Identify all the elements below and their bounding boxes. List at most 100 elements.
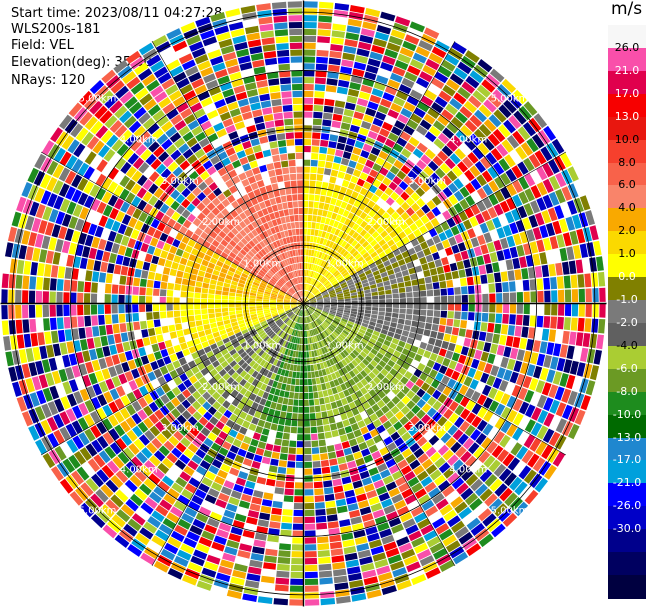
range-gate [125, 166, 137, 178]
range-gate [308, 308, 314, 313]
range-gate [294, 496, 304, 503]
range-gate [355, 364, 363, 373]
range-gate [286, 258, 291, 265]
range-gate [170, 464, 183, 476]
range-gate [338, 463, 348, 471]
range-gate [53, 414, 65, 429]
range-gate [73, 391, 84, 404]
range-gate [434, 457, 446, 469]
range-gate [230, 389, 239, 398]
range-gate [28, 304, 36, 318]
range-gate [179, 83, 193, 95]
range-gate [243, 209, 252, 217]
range-gate [578, 303, 585, 317]
range-gate [218, 431, 228, 440]
range-gate [376, 485, 388, 496]
range-gate [46, 344, 55, 358]
range-gate [430, 77, 445, 90]
range-gate [268, 281, 275, 287]
range-gate [372, 222, 381, 231]
range-gate [307, 316, 311, 323]
range-gate [289, 288, 295, 294]
range-gate [393, 363, 401, 372]
range-gate [53, 195, 64, 210]
range-gate [489, 293, 496, 303]
range-gate [448, 182, 459, 194]
range-gate [181, 488, 194, 500]
range-gate [411, 394, 421, 404]
range-gate [175, 442, 187, 453]
range-gate [255, 276, 262, 282]
range-gate [243, 331, 250, 338]
range-gate [518, 105, 532, 121]
range-gate [345, 276, 352, 282]
range-gate [299, 392, 304, 400]
range-gate [238, 323, 246, 328]
range-gate [373, 419, 382, 428]
range-gate [291, 314, 296, 321]
range-gate [278, 375, 284, 383]
range-gate [508, 115, 522, 129]
range-gate [435, 523, 450, 535]
range-gate [343, 108, 354, 117]
range-gate [256, 308, 263, 311]
range-gate [324, 320, 330, 326]
range-gate [194, 421, 204, 432]
range-gate [248, 349, 255, 357]
range-gate [465, 455, 477, 468]
range-gate [292, 307, 298, 312]
range-gate [417, 347, 425, 356]
range-gate [16, 196, 27, 212]
range-gate [231, 137, 241, 147]
range-gate [59, 342, 68, 355]
range-gate [486, 375, 496, 387]
range-gate [318, 284, 324, 290]
range-gate [299, 386, 304, 393]
range-gate [276, 304, 283, 307]
range-gate [424, 322, 432, 330]
range-gate [397, 318, 405, 325]
range-gate [178, 242, 187, 251]
range-gate [147, 541, 163, 554]
range-gate [269, 243, 276, 250]
range-gate [249, 393, 257, 401]
range-gate [272, 380, 278, 388]
range-gate [299, 310, 302, 316]
range-gate [380, 61, 394, 72]
range-gate [308, 263, 312, 270]
range-gate [291, 558, 304, 565]
range-gate [67, 139, 80, 154]
range-gate [317, 209, 323, 216]
range-gate [233, 483, 244, 493]
range-gate [109, 153, 121, 166]
range-gate [419, 225, 428, 234]
range-gate [248, 368, 255, 376]
range-gate [217, 151, 228, 161]
range-gate [399, 264, 408, 272]
range-gate [371, 88, 384, 98]
range-gate [529, 279, 537, 291]
range-gate [333, 16, 348, 25]
range-gate [118, 294, 125, 304]
range-gate [240, 442, 250, 451]
range-gate [518, 416, 530, 430]
range-gate [488, 427, 500, 440]
range-gate [194, 227, 203, 236]
range-gate [338, 369, 345, 377]
range-gate [195, 343, 203, 351]
range-gate [394, 59, 409, 71]
range-gate [289, 342, 293, 350]
range-gate [5, 242, 14, 258]
range-gate [247, 215, 255, 223]
range-gate [103, 149, 116, 162]
range-gate [200, 231, 209, 240]
range-gate [236, 286, 244, 291]
range-gate [328, 366, 334, 374]
range-gate [373, 243, 381, 251]
range-gate [201, 197, 211, 207]
range-gate [305, 310, 308, 316]
range-gate [469, 498, 483, 511]
range-gate [589, 257, 597, 272]
range-gate [181, 235, 190, 245]
range-gate [344, 301, 351, 304]
